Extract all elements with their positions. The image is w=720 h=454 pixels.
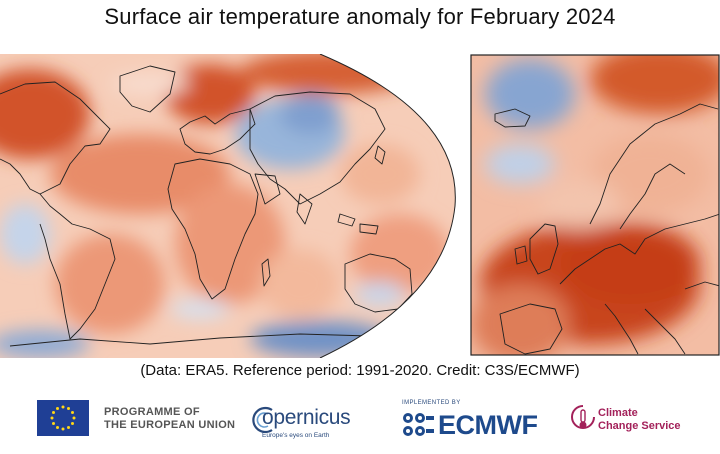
copernicus-c-icon xyxy=(252,406,273,434)
thermometer-icon xyxy=(571,405,595,429)
ecmwf-waves-icon xyxy=(403,413,434,436)
world-anomaly-field xyxy=(0,54,450,358)
europe-anomaly-map xyxy=(470,54,720,356)
copernicus-tagline: Europe's eyes on Earth xyxy=(262,432,330,439)
eu-flag-icon xyxy=(37,400,89,436)
copernicus-wordmark: opernicus xyxy=(262,406,351,429)
eu-line-1: PROGRAMME OF xyxy=(104,406,200,418)
europe-anomaly-field xyxy=(471,55,719,355)
c3s-line-1: Climate xyxy=(598,407,638,419)
c3s-line-2: Change Service xyxy=(598,420,681,432)
logo-bar: PROGRAMME OF THE EUROPEAN UNION opernicu… xyxy=(0,396,720,446)
c3s-logo: Climate Change Service xyxy=(570,398,710,444)
europe-map-border xyxy=(470,54,720,356)
page-title: Surface air temperature anomaly for Febr… xyxy=(104,4,616,29)
world-map-border xyxy=(319,54,456,358)
copernicus-logo: opernicus Europe's eyes on Earth xyxy=(250,398,360,444)
europe-coastlines xyxy=(494,103,719,355)
c3s-text: Climate Change Service xyxy=(598,407,681,433)
world-anomaly-map xyxy=(0,54,456,358)
eu-programme-text: PROGRAMME OF THE EUROPEAN UNION xyxy=(104,406,235,432)
ecmwf-wordmark: ECMWF xyxy=(438,410,538,440)
data-credit: (Data: ERA5. Reference period: 1991-2020… xyxy=(140,362,580,379)
eu-line-2: THE EUROPEAN UNION xyxy=(104,419,236,431)
ecmwf-logo: IMPLEMENTED BY ECMWF xyxy=(400,398,550,444)
ecmwf-implemented-by: IMPLEMENTED BY xyxy=(402,400,461,406)
